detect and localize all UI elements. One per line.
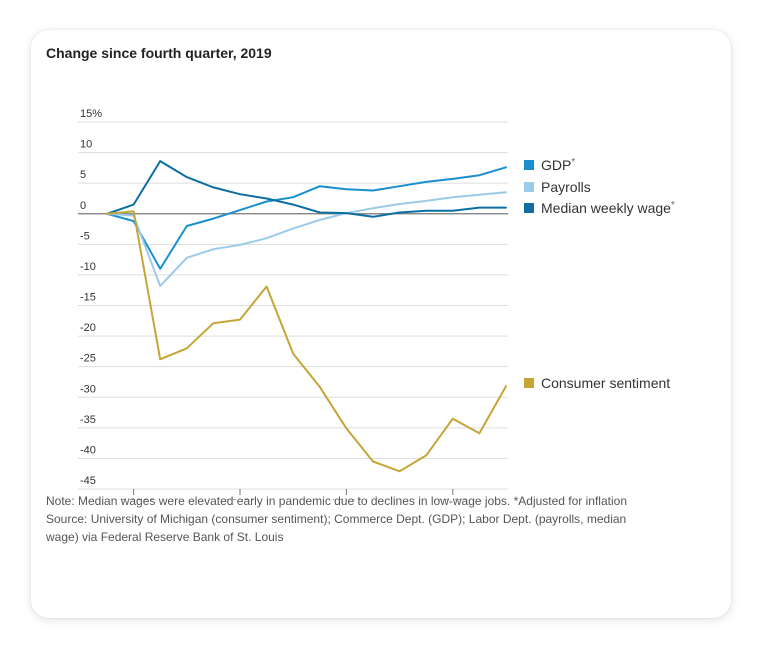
chart-title: Change since fourth quarter, 2019 — [46, 45, 272, 61]
y-tick-label: 15% — [80, 108, 102, 120]
legend: GDP* Payrolls Median weekly wage* Consumer … — [524, 157, 675, 391]
line-chart: 15% 10 5 0 -5 -10 -15 -20 -25 -30 -35 -40 -45 1Q 202… — [78, 108, 675, 500]
legend-label: Payrolls — [541, 179, 591, 195]
legend-swatch — [524, 182, 534, 192]
chart-card — [31, 30, 731, 618]
y-tick-label: 0 — [80, 200, 86, 212]
y-axis-tick-labels: 15% 10 5 0 -5 -10 -15 -20 -25 -30 -35 -40 -45 — [80, 108, 102, 487]
x-tick-label: 1Q '23 — [437, 498, 469, 500]
series-line-consumer-sentiment — [106, 210, 507, 473]
y-tick-label: 10 — [80, 139, 92, 151]
legend-footnote-marker: * — [671, 200, 675, 211]
y-tick-label: -45 — [80, 475, 96, 487]
y-tick-label: -25 — [80, 353, 96, 365]
series-line-gdp — [106, 166, 507, 270]
series-line-median-weekly-wage — [106, 160, 507, 218]
series-line-payrolls — [106, 191, 507, 287]
y-tick-label: -5 — [80, 230, 90, 242]
y-tick-label: -30 — [80, 383, 96, 395]
y-tick-label: 5 — [80, 169, 86, 181]
x-axis-ticks: 1Q 2020 1Q '21 1Q '22 1Q '23 — [112, 489, 469, 500]
x-tick-label: 1Q '21 — [224, 498, 256, 500]
source-line-continued: wage) via Federal Reserve Bank of St. Lo… — [46, 530, 284, 544]
series-lines — [106, 160, 507, 473]
x-tick-label: 1Q '22 — [330, 498, 362, 500]
y-tick-label: -35 — [80, 414, 96, 426]
y-tick-label: -20 — [80, 322, 96, 334]
x-tick-label: 1Q 2020 — [112, 498, 154, 500]
chart-note: Note: Median wages were elevated early i… — [46, 492, 676, 546]
legend-swatch — [524, 378, 534, 388]
note-line: Note: Median wages were elevated early i… — [46, 494, 627, 508]
y-tick-label: -15 — [80, 292, 96, 304]
legend-footnote-marker: * — [571, 157, 575, 168]
source-line: Source: University of Michigan (consumer… — [46, 512, 627, 526]
legend-label: Median weekly wage* — [541, 200, 675, 216]
gridlines — [78, 121, 508, 490]
y-tick-label: -10 — [80, 261, 96, 273]
legend-swatch — [524, 160, 534, 170]
legend-label: Consumer sentiment — [541, 375, 670, 391]
y-tick-label: -40 — [80, 444, 96, 456]
legend-swatch — [524, 203, 534, 213]
legend-label: GDP* — [541, 157, 575, 173]
